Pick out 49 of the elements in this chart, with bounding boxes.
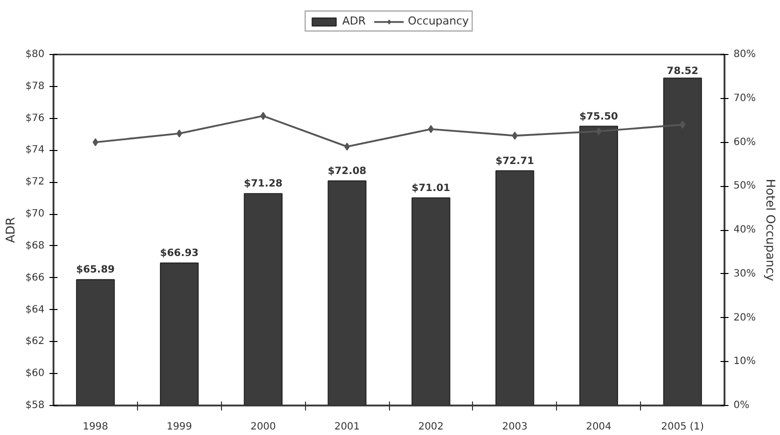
data-label: $65.89: [76, 264, 115, 276]
point: [344, 142, 350, 151]
x-tick-label: 1999: [166, 422, 192, 432]
y-tick-label: $80: [25, 49, 45, 60]
point: [92, 138, 98, 146]
data-label: $71.28: [244, 178, 283, 190]
x-tick-label: 2000: [250, 422, 276, 432]
point: [260, 112, 266, 120]
y2-axis-title: Hotel Occupancy: [764, 178, 778, 282]
y2-tick-label: 40%: [734, 224, 756, 236]
y-tick-label: $66: [25, 272, 45, 284]
point: [680, 120, 686, 129]
point: [512, 132, 518, 140]
data-label: $72.71: [496, 156, 534, 167]
data-label: $71.01: [412, 182, 450, 194]
x-tick-label: 2001: [334, 422, 360, 432]
data-label: $75.50: [579, 111, 618, 122]
x-tick-label: 2005 (1): [661, 422, 704, 432]
y-tick-label: $68: [25, 240, 45, 252]
y-tick-label: $78: [25, 80, 45, 92]
data-label: 78.52: [666, 66, 698, 78]
legend-label: Occupancy: [408, 14, 469, 28]
point: [428, 125, 434, 134]
x-tick-label: 2004: [586, 422, 612, 432]
x-tick-label: 2003: [502, 422, 528, 432]
y2-tick-label: 70%: [734, 92, 756, 104]
y2-tick-label: 30%: [734, 268, 756, 280]
y-tick-label: $58: [25, 400, 45, 411]
point: [596, 127, 602, 136]
data-label: $66.93: [160, 248, 199, 260]
data-label: $72.08: [328, 166, 366, 177]
point: [176, 129, 182, 138]
y-tick-label: $74: [25, 144, 45, 156]
y2-tick-label: 0%: [734, 400, 750, 411]
x-tick-label: 1998: [82, 422, 108, 432]
y2-tick-label: 10%: [734, 356, 756, 368]
y2-tick-label: 80%: [734, 49, 756, 60]
x-tick-label: 2002: [418, 422, 444, 432]
y-tick-label: $60: [25, 368, 45, 380]
y-tick-label: $76: [25, 112, 45, 124]
y-axis-title: ADR: [3, 217, 18, 243]
y-tick-label: $70: [25, 208, 45, 220]
y-tick-label: $72: [25, 176, 45, 188]
y2-tick-label: 60%: [734, 136, 756, 148]
legend-label: ADR: [342, 14, 366, 28]
y2-tick-label: 20%: [734, 312, 756, 324]
y-tick-label: $64: [25, 304, 45, 316]
y2-tick-label: 50%: [734, 180, 756, 192]
y-tick-label: $62: [25, 336, 45, 348]
